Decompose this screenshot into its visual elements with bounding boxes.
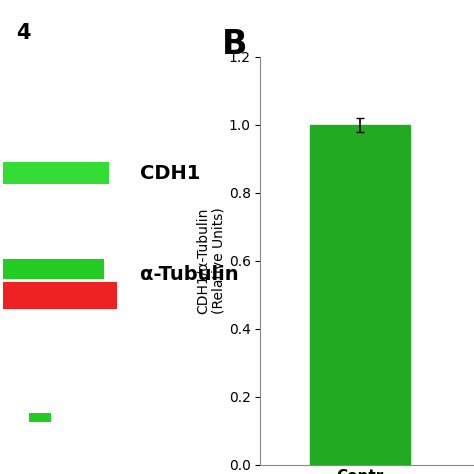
Text: CDH1: CDH1 (140, 164, 200, 182)
Bar (29, 413, 51, 422)
Text: B: B (222, 28, 247, 62)
Bar (3, 282, 118, 309)
Y-axis label: CDH1/α-Tubulin
(Relative Units): CDH1/α-Tubulin (Relative Units) (196, 207, 226, 314)
Bar (3, 162, 109, 184)
Text: α-Tubulin: α-Tubulin (140, 265, 238, 284)
Bar (3, 259, 104, 279)
Bar (310, 125, 410, 465)
Text: 4: 4 (17, 23, 31, 43)
